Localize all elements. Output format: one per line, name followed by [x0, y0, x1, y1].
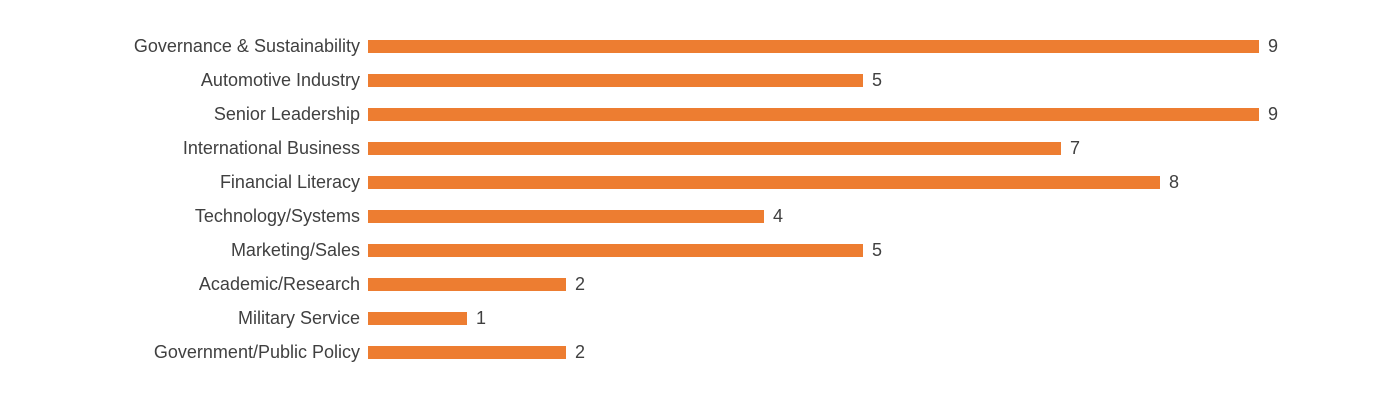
bar-row: Technology/Systems 4	[0, 199, 1278, 233]
bar-row: Government/Public Policy 2	[0, 335, 1278, 369]
bar	[368, 345, 566, 359]
bar-row: Governance & Sustainability 9	[0, 29, 1278, 63]
category-label: Technology/Systems	[194, 206, 360, 226]
value-label: 7	[1070, 137, 1081, 158]
bar	[368, 73, 863, 87]
value-label: 2	[575, 341, 586, 362]
bar-area: 8	[368, 172, 1179, 193]
category-label: Governance & Sustainability	[133, 36, 360, 56]
value-label: 5	[872, 239, 883, 260]
bar	[368, 209, 764, 223]
bar-area: 7	[368, 138, 1080, 159]
bar	[368, 277, 566, 291]
bar-row: Financial Literacy 8	[0, 165, 1278, 199]
bar-area: 5	[368, 240, 882, 261]
category-label: Military Service	[237, 308, 360, 328]
bar-area: 5	[368, 70, 882, 91]
bar	[368, 107, 1259, 121]
bar	[368, 175, 1160, 189]
bar	[368, 39, 1259, 53]
category-label: Marketing/Sales	[230, 240, 360, 260]
value-label: 2	[575, 273, 586, 294]
bar-area: 4	[368, 206, 783, 227]
category-label: International Business	[182, 138, 360, 158]
bar	[368, 311, 467, 325]
value-label: 9	[1268, 103, 1279, 124]
bar-row: International Business 7	[0, 131, 1278, 165]
category-label: Academic/Research	[198, 274, 360, 294]
bar-area: 2	[368, 342, 585, 363]
category-label: Financial Literacy	[219, 172, 360, 192]
bar	[368, 243, 863, 257]
bar-row: Military Service 1	[0, 301, 1278, 335]
bar-row: Academic/Research 2	[0, 267, 1278, 301]
bar-chart: Governance & Sustainability 9 Automotive…	[0, 29, 1278, 369]
bar-row: Automotive Industry 5	[0, 63, 1278, 97]
bar-row: Senior Leadership 9	[0, 97, 1278, 131]
value-label: 5	[872, 69, 883, 90]
bar-area: 9	[368, 104, 1278, 125]
value-label: 1	[476, 307, 487, 328]
bar	[368, 141, 1061, 155]
category-label: Senior Leadership	[213, 104, 360, 124]
category-label: Automotive Industry	[200, 70, 360, 90]
bar-row: Marketing/Sales 5	[0, 233, 1278, 267]
bar-area: 1	[368, 308, 486, 329]
value-label: 8	[1169, 171, 1180, 192]
value-label: 4	[773, 205, 784, 226]
bar-area: 9	[368, 36, 1278, 57]
bar-area: 2	[368, 274, 585, 295]
category-label: Government/Public Policy	[153, 342, 360, 362]
value-label: 9	[1268, 35, 1279, 56]
